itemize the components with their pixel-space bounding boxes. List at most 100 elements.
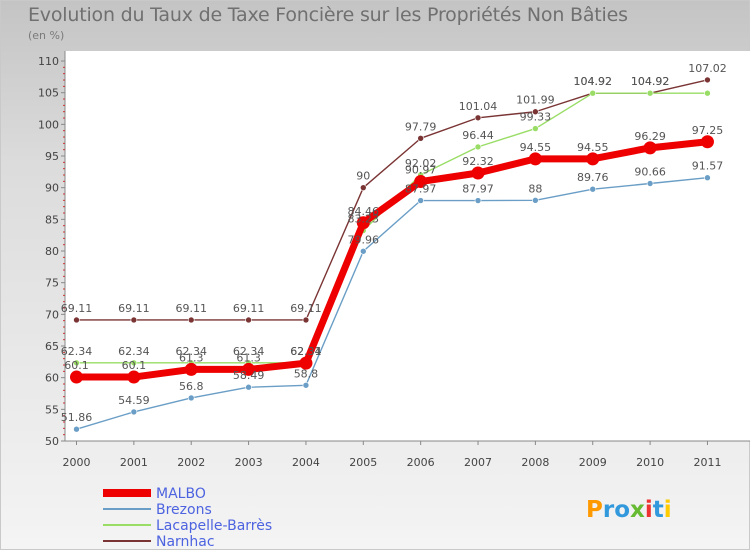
data-point — [302, 381, 310, 389]
data-label: 62.31 — [290, 345, 322, 358]
data-point — [187, 316, 195, 324]
data-label: 60.1 — [122, 359, 147, 372]
data-label: 69.11 — [290, 302, 322, 315]
data-point — [589, 185, 597, 193]
data-point — [589, 89, 597, 97]
data-label: 87.97 — [405, 183, 437, 196]
data-point — [474, 197, 482, 204]
data-label: 97.79 — [405, 120, 437, 133]
data-label: 101.04 — [459, 100, 498, 113]
y-tick-label: 80 — [45, 245, 59, 258]
data-point — [73, 425, 80, 433]
data-label: 90 — [356, 170, 370, 183]
data-point — [242, 362, 256, 376]
data-label: 92.02 — [405, 157, 437, 170]
data-label: 62.34 — [175, 345, 207, 358]
data-point — [586, 152, 600, 166]
data-point — [471, 166, 485, 180]
data-label: 58.8 — [294, 367, 319, 380]
data-point — [130, 359, 138, 367]
data-label: 99.33 — [520, 111, 552, 124]
y-tick-label: 105 — [38, 87, 59, 100]
data-label: 62.34 — [118, 345, 150, 358]
data-label: 60.1 — [64, 359, 89, 372]
x-tick-label: 2007 — [464, 456, 492, 469]
data-label: 107.02 — [688, 62, 727, 75]
data-point — [474, 114, 482, 122]
data-point — [73, 316, 80, 324]
data-point — [184, 362, 198, 376]
data-point — [417, 197, 424, 204]
data-label: 104.92 — [631, 75, 670, 88]
data-label: 91.57 — [692, 160, 724, 173]
data-point — [646, 89, 654, 97]
data-label: 92.32 — [462, 155, 494, 168]
y-tick-label: 65 — [45, 340, 59, 353]
legend-label: Brezons — [156, 502, 212, 518]
data-label: 90.97 — [405, 164, 437, 177]
data-label: 87.97 — [462, 183, 494, 196]
series-layer — [70, 76, 714, 433]
chart-title: Evolution du Taux de Taxe Foncière sur l… — [28, 4, 628, 26]
data-point — [643, 141, 657, 155]
y-tick-label: 75 — [45, 277, 59, 290]
data-label: 61.3 — [179, 351, 204, 364]
logo-letter: t — [653, 497, 664, 523]
logo-letter: P — [586, 497, 603, 523]
data-point — [245, 383, 252, 391]
x-tick-label: 2001 — [120, 456, 148, 469]
data-label: 62.34 — [233, 345, 265, 358]
proxiti-logo: Proxiti — [586, 497, 672, 523]
x-tick-label: 2009 — [579, 456, 607, 469]
series-line-malbo — [76, 138, 708, 381]
legend-label: MALBO — [156, 486, 206, 502]
y-tick-label: 90 — [45, 182, 59, 195]
data-label: 94.55 — [577, 141, 609, 154]
data-point — [359, 247, 367, 255]
data-point — [528, 152, 542, 166]
data-point — [73, 359, 80, 367]
data-point — [245, 316, 252, 324]
legend-label: Lacapelle-Barrès — [156, 518, 272, 534]
logo-letter: x — [630, 497, 645, 523]
data-point — [532, 197, 539, 204]
data-point — [704, 174, 711, 182]
data-point — [127, 370, 141, 384]
data-label: 69.11 — [175, 302, 207, 315]
data-label: 101.99 — [516, 94, 555, 107]
data-point — [299, 356, 313, 370]
data-point — [187, 394, 195, 402]
data-point — [700, 135, 714, 149]
data-label: 79.96 — [348, 233, 380, 246]
x-tick-label: 2003 — [235, 456, 263, 469]
y-tick-label: 100 — [38, 118, 59, 131]
y-tick-label: 70 — [45, 308, 59, 321]
logo-letter: i — [664, 497, 672, 523]
legend-label: Narnhac — [156, 534, 215, 550]
data-label: 90.66 — [634, 166, 666, 179]
data-point — [646, 180, 654, 187]
series-line-brezons — [76, 177, 708, 430]
y-axis-unit: (en %) — [28, 29, 65, 42]
data-label: 62.34 — [290, 345, 322, 358]
data-point — [130, 408, 138, 416]
data-label: 54.59 — [118, 394, 150, 407]
x-tick-label: 2000 — [63, 456, 91, 469]
x-tick-label: 2002 — [177, 456, 205, 469]
data-point — [356, 216, 370, 230]
data-label: 69.11 — [61, 302, 93, 315]
x-tick-label: 2008 — [521, 456, 549, 469]
y-tick-label: 85 — [45, 213, 59, 226]
data-label: 84.46 — [348, 205, 380, 218]
axes: 50 55 60 65 70 75 80 85 90 95 100 105 110 2000 2001 200… — [38, 51, 750, 469]
data-label: 96.44 — [462, 129, 494, 142]
x-tick-label: 2006 — [407, 456, 435, 469]
svg-text:Proxiti: Proxiti — [586, 497, 672, 523]
plot-area — [65, 51, 750, 441]
data-label: 88 — [528, 182, 542, 195]
data-point — [302, 316, 310, 324]
y-tick-label: 110 — [38, 55, 59, 68]
data-label: 83.23 — [348, 213, 380, 226]
